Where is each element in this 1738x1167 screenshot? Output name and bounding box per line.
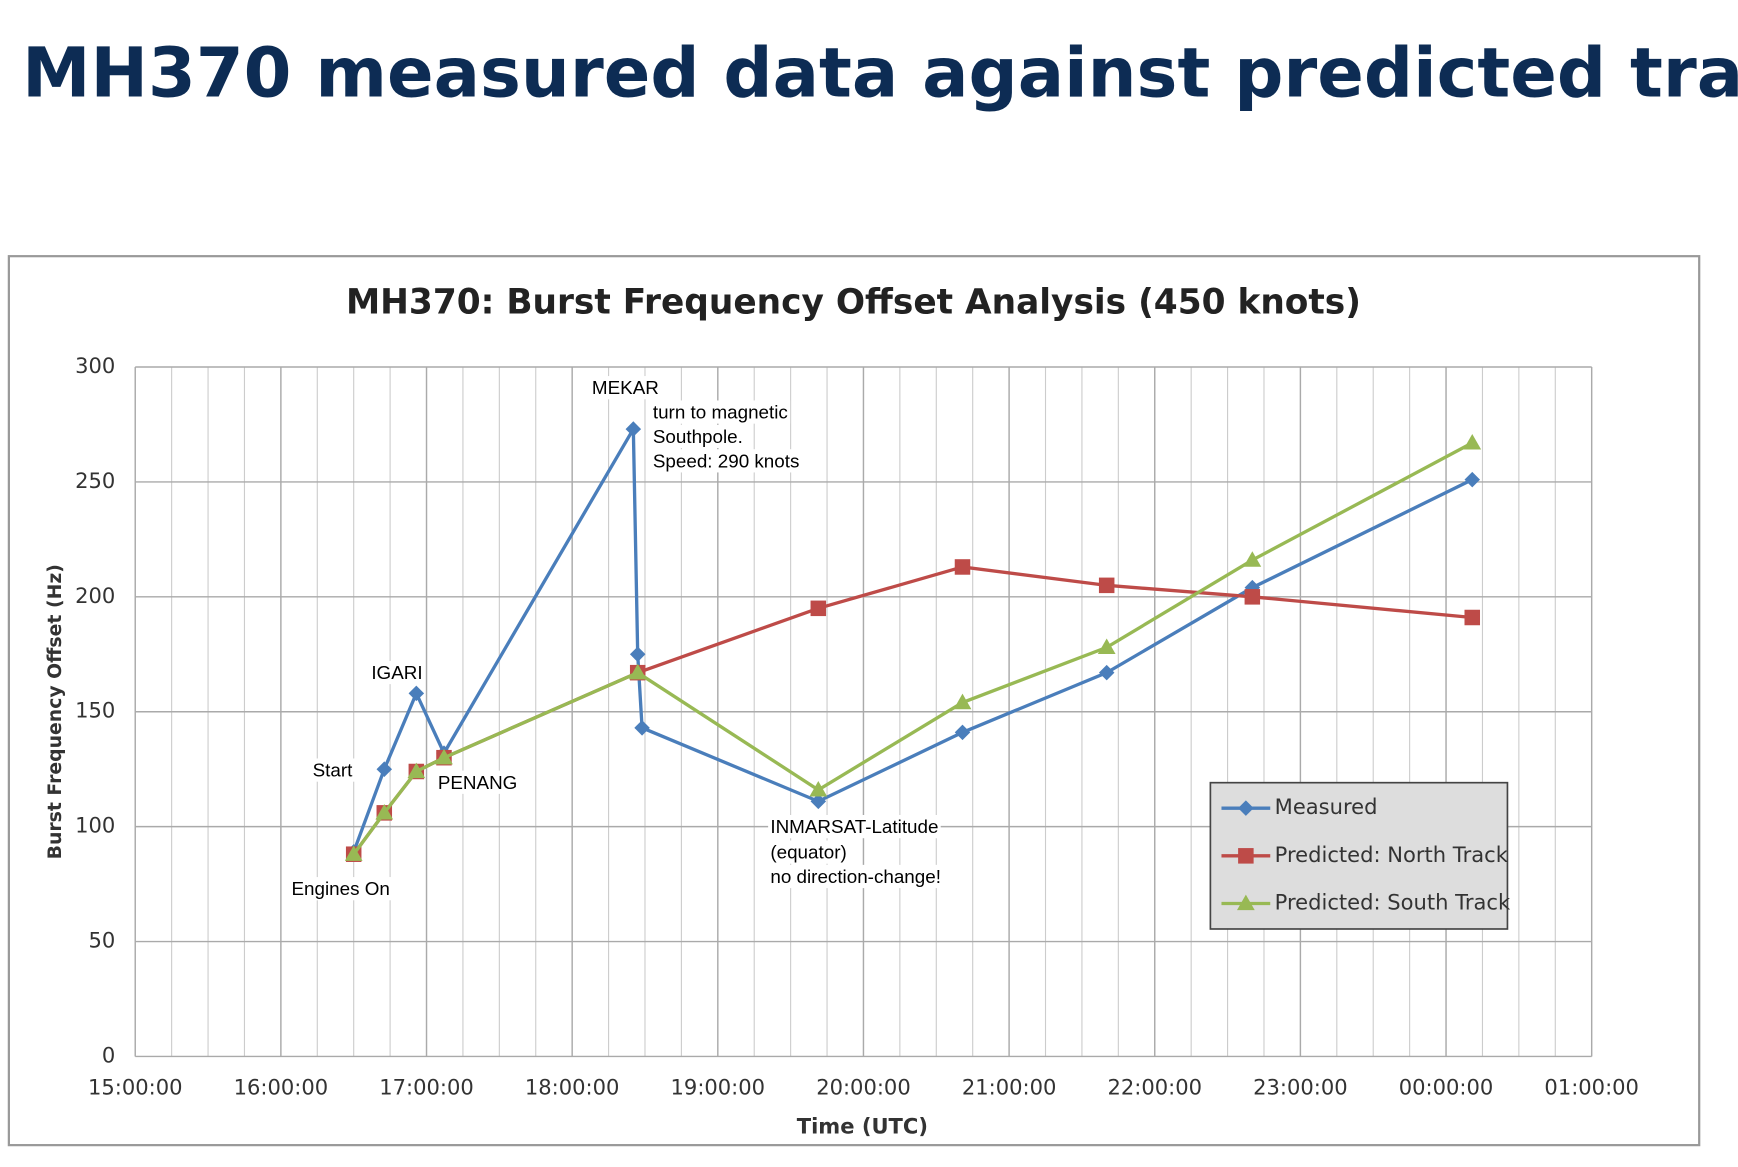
annotation: IGARI — [371, 662, 422, 683]
data-point — [1097, 638, 1116, 655]
x-tick-label: 16:00:00 — [234, 1075, 329, 1100]
x-tick-label: 22:00:00 — [1107, 1075, 1202, 1100]
y-tick-label: 50 — [88, 928, 115, 953]
annotation: MEKAR — [592, 377, 659, 398]
y-tick-label: 150 — [75, 698, 115, 723]
annotation: (equator) — [770, 842, 846, 863]
x-tick-label: 17:00:00 — [379, 1075, 474, 1100]
legend-label: Predicted: North Track — [1275, 842, 1509, 867]
data-point — [408, 685, 425, 702]
legend-label: Measured — [1275, 794, 1378, 819]
grid — [134, 366, 1593, 1058]
legend-marker — [1238, 848, 1254, 864]
annotation: turn to magnetic — [653, 402, 788, 423]
data-point — [435, 748, 453, 765]
annotation-background — [310, 758, 356, 782]
annotation-background — [768, 864, 944, 889]
data-point — [1098, 664, 1115, 681]
series-line — [352, 441, 1474, 856]
data-point — [1098, 577, 1115, 594]
annotation-background — [768, 840, 849, 864]
y-axis-label: Burst Frequency Offset (Hz) — [45, 564, 66, 859]
data-point — [1244, 589, 1261, 605]
legend-label: Predicted: South Track — [1275, 889, 1511, 914]
y-tick-label: 250 — [75, 468, 115, 493]
annotation-background — [650, 424, 746, 449]
data-point — [954, 724, 971, 741]
y-tick-label: 0 — [102, 1042, 115, 1067]
annotation-background — [768, 814, 941, 839]
data-point — [954, 559, 971, 575]
data-point — [810, 793, 827, 810]
annotation-background — [650, 400, 791, 424]
annotation: Engines On — [292, 878, 390, 899]
data-point — [344, 845, 363, 861]
chart-frame — [7, 255, 1701, 1147]
data-point — [407, 762, 426, 779]
annotation-background — [650, 449, 802, 473]
data-point — [628, 663, 647, 680]
annotation: Southpole. — [653, 426, 743, 447]
data-point — [625, 421, 642, 437]
data-point — [810, 600, 827, 617]
x-axis-label: Time (UTC) — [797, 1113, 928, 1138]
legend-marker — [1236, 894, 1255, 911]
annotation: no direction-change! — [770, 866, 941, 887]
x-tick-label: 00:00:00 — [1399, 1075, 1494, 1100]
chart-title: MH370: Burst Frequency Offset Analysis (… — [346, 282, 1361, 322]
y-tick-label: 200 — [75, 583, 115, 608]
x-tick-label: 21:00:00 — [962, 1075, 1057, 1100]
x-tick-label: 01:00:00 — [1544, 1075, 1639, 1100]
data-point — [1243, 551, 1262, 567]
x-tick-label: 19:00:00 — [671, 1075, 766, 1100]
annotation: Start — [313, 760, 354, 781]
annotation-background — [589, 376, 662, 400]
data-point — [953, 693, 972, 710]
x-tick-label: 15:00:00 — [88, 1075, 183, 1100]
data-point — [1463, 433, 1482, 450]
series-line — [352, 423, 1473, 853]
annotation: PENANG — [438, 772, 518, 793]
annotation: INMARSAT-Latitude — [770, 816, 938, 837]
y-tick-label: 300 — [75, 353, 115, 378]
data-point — [629, 646, 646, 663]
data-point — [1464, 471, 1481, 488]
y-tick-label: 100 — [75, 813, 115, 838]
annotation: Speed: 290 knots — [653, 450, 800, 471]
annotation-background — [369, 660, 425, 685]
x-tick-label: 20:00:00 — [816, 1075, 911, 1100]
data-point — [1464, 609, 1481, 626]
x-tick-label: 23:00:00 — [1253, 1075, 1348, 1100]
annotation-background — [289, 877, 393, 901]
data-point — [809, 781, 828, 797]
x-tick-label: 18:00:00 — [525, 1075, 620, 1100]
data-point — [375, 803, 394, 820]
annotation-background — [435, 770, 520, 794]
page-title: MH370 measured data against predicted tr… — [22, 34, 1738, 114]
